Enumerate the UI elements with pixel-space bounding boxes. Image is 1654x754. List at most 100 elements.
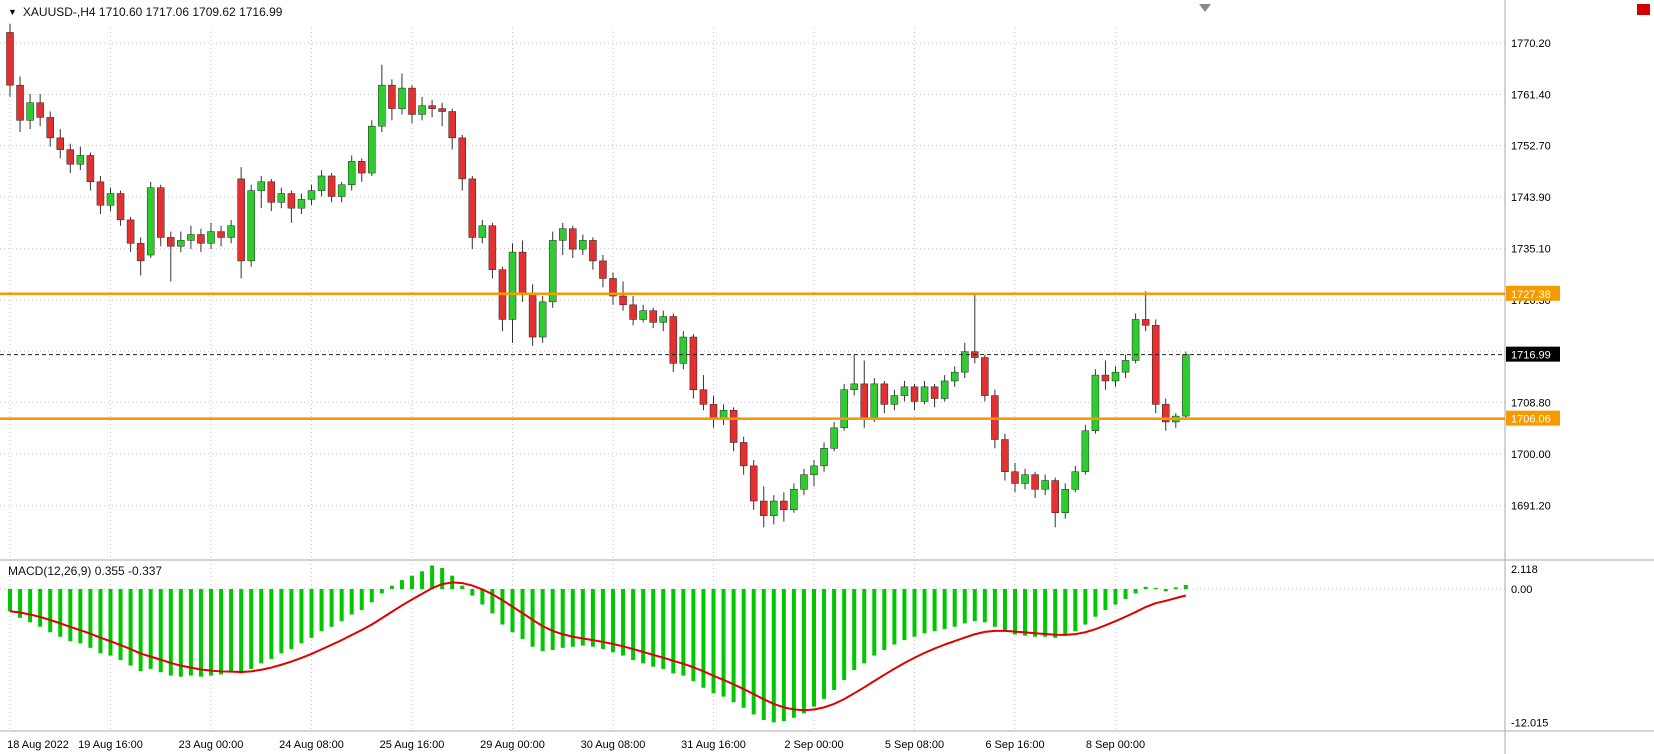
- chart-shift-marker-icon[interactable]: [1199, 4, 1211, 12]
- candle: [890, 389, 899, 411]
- candle: [1162, 398, 1170, 431]
- candle: [257, 175, 265, 209]
- candle: [56, 129, 64, 159]
- candle: [538, 296, 547, 343]
- candle: [1001, 433, 1009, 481]
- symbol-dropdown-icon[interactable]: ▼: [8, 6, 17, 17]
- time-axis-label: 6 Sep 16:00: [985, 739, 1044, 751]
- candle: [187, 225, 195, 250]
- candle: [609, 272, 617, 305]
- candle: [950, 366, 959, 387]
- candle: [398, 73, 406, 115]
- candle: [358, 158, 366, 182]
- candle: [760, 486, 768, 528]
- candle: [317, 170, 326, 197]
- candle: [1071, 465, 1080, 493]
- candle: [679, 331, 688, 370]
- time-axis-label: 19 Aug 16:00: [78, 739, 143, 751]
- candle: [599, 255, 607, 288]
- candle: [559, 222, 567, 256]
- candle: [16, 76, 24, 133]
- candle: [850, 354, 858, 396]
- candle: [1182, 351, 1190, 420]
- candle: [378, 64, 386, 133]
- time-axis-label: 25 Aug 16:00: [380, 739, 445, 751]
- svg-text:1743.90: 1743.90: [1511, 192, 1551, 204]
- candle: [1021, 468, 1029, 490]
- candle: [26, 93, 34, 130]
- time-axis-label: 2 Sep 00:00: [784, 739, 843, 751]
- candle: [237, 167, 245, 279]
- time-axis-label: 24 Aug 08:00: [279, 739, 344, 751]
- chart-title: ▼ XAUUSD-,H4 1710.60 1717.06 1709.62 171…: [8, 5, 282, 19]
- candle: [438, 102, 446, 127]
- candle: [207, 222, 215, 250]
- scroll-position-marker[interactable]: [1637, 4, 1650, 15]
- candle: [327, 173, 336, 203]
- candle: [619, 281, 627, 311]
- candle: [800, 468, 808, 496]
- candle: [408, 85, 416, 124]
- candle: [749, 460, 758, 510]
- svg-text:-12.015: -12.015: [1511, 717, 1548, 729]
- candle: [307, 184, 316, 206]
- price-gridlines: [0, 42, 1505, 507]
- svg-text:1700.00: 1700.00: [1511, 449, 1551, 461]
- candle: [1011, 462, 1019, 493]
- time-axis-label: 29 Aug 00:00: [480, 739, 545, 751]
- candle: [297, 193, 306, 215]
- candle: [790, 483, 798, 513]
- price-levels: [0, 292, 1505, 420]
- candle: [458, 134, 466, 191]
- candle: [247, 184, 255, 267]
- candle: [157, 184, 165, 247]
- candle: [689, 334, 698, 399]
- candle: [1061, 483, 1069, 519]
- candle: [810, 460, 818, 487]
- candle: [930, 383, 939, 408]
- level-price-badge: 1706.06: [1506, 410, 1560, 426]
- svg-text:1716.99: 1716.99: [1511, 350, 1551, 362]
- time-axis-label: 30 Aug 08:00: [581, 739, 646, 751]
- macd-signal-line: [9, 581, 1187, 712]
- svg-text:1706.06: 1706.06: [1511, 414, 1551, 426]
- candle: [910, 383, 919, 411]
- candle: [1091, 369, 1100, 434]
- candle: [1151, 319, 1160, 414]
- level-price-badge: 1727.38: [1506, 285, 1560, 301]
- candle: [840, 383, 848, 431]
- price-axis: 1770.201761.401752.701743.901735.101726.…: [1511, 38, 1551, 513]
- candle: [347, 155, 356, 191]
- candle: [498, 266, 507, 332]
- candle: [126, 216, 135, 253]
- candle: [46, 111, 54, 147]
- candle: [167, 231, 175, 282]
- candle: [1111, 366, 1120, 387]
- candle: [870, 378, 879, 422]
- candle: [770, 495, 778, 525]
- candle: [1121, 354, 1130, 379]
- candle: [961, 342, 969, 379]
- candle: [719, 404, 728, 425]
- candle: [780, 492, 788, 522]
- candle: [136, 237, 145, 276]
- candle: [1051, 477, 1059, 528]
- candle: [146, 181, 155, 258]
- time-axis-label: 23 Aug 00:00: [179, 739, 244, 751]
- candle: [971, 293, 979, 364]
- candle: [699, 375, 708, 411]
- candles-layer: [6, 23, 1190, 528]
- macd-histogram: [8, 565, 1188, 723]
- macd-indicator-label: MACD(12,26,9) 0.355 -0.337: [8, 564, 163, 578]
- candle: [227, 219, 235, 244]
- candle: [1101, 360, 1110, 390]
- candle: [66, 143, 75, 174]
- candle: [1131, 313, 1140, 364]
- candle: [739, 436, 748, 475]
- svg-text:2.118: 2.118: [1511, 564, 1538, 576]
- time-axis-label: 18 Aug 2022: [7, 739, 69, 751]
- time-axis: 18 Aug 2022 19 Aug 16:00 23 Aug 00:00 24 Au…: [7, 739, 1145, 751]
- candle: [428, 99, 436, 118]
